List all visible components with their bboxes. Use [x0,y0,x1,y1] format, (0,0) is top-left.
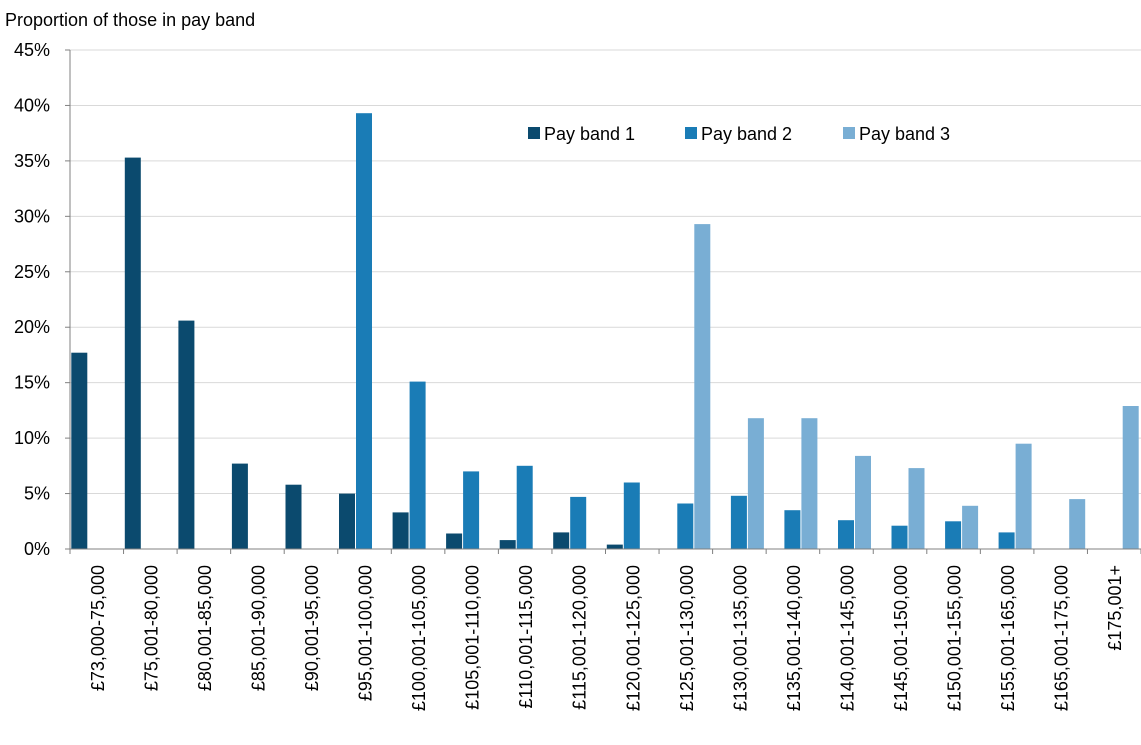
bar-pay-band-2 [516,465,533,549]
legend-label: Pay band 3 [859,124,950,144]
y-tick-label: 30% [14,206,50,226]
bar-pay-band-1 [553,532,570,549]
y-tick-label: 15% [14,373,50,393]
gridlines [70,49,1141,495]
x-tick-label: £130,001-135,000 [730,565,750,711]
bar-pay-band-1 [231,463,248,549]
bar-pay-band-2 [570,496,587,549]
bars [71,113,1139,549]
bar-pay-band-2 [998,532,1015,549]
y-axis-title: Proportion of those in pay band [5,10,255,30]
legend-swatch [843,127,855,139]
x-tick-label: £80,001-85,000 [195,565,215,691]
bar-pay-band-1 [124,157,141,549]
bar-pay-band-3 [855,455,871,549]
bar-pay-band-2 [677,503,694,549]
bar-pay-band-3 [1069,499,1086,549]
bar-pay-band-3 [694,224,711,549]
legend-label: Pay band 2 [701,124,792,144]
bar-pay-band-2 [463,471,480,549]
bar-pay-band-3 [908,468,925,549]
x-tick-label: £75,001-80,000 [141,565,161,691]
x-tick-label: £95,001-100,000 [356,565,376,701]
legend-swatch [528,127,540,139]
legend-label: Pay band 1 [544,124,635,144]
y-tick-label: 10% [14,428,50,448]
x-tick-label: £125,001-130,000 [677,565,697,711]
x-axis: £73,000-75,000 £75,001-80,000 £80,001-85,0… [69,548,1141,711]
x-tick-label: £155,001-165,000 [998,565,1018,711]
y-tick-label: 40% [14,95,50,115]
x-tick-label: £85,001-90,000 [248,565,268,691]
bar-pay-band-1 [606,544,623,549]
bar-pay-band-2 [838,520,854,549]
bar-pay-band-3 [801,418,818,549]
x-tick-label: £110,001-115,000 [516,565,536,708]
bar-pay-band-3 [1015,443,1032,549]
y-tick-label: 20% [14,317,50,337]
x-tick-label: £90,001-95,000 [302,565,322,691]
bar-pay-band-1 [178,320,195,549]
bar-pay-band-1 [71,352,88,549]
bar-pay-band-2 [409,381,426,549]
y-tick-label: 45% [14,40,50,60]
bar-pay-band-3 [1122,406,1139,549]
bar-pay-band-2 [623,482,640,549]
legend-swatch [685,127,697,139]
x-tick-label: £120,001-125,000 [623,565,643,711]
y-axis: 0% 5% 10% 15% 20% 25% 30% 35% 40% 45% [14,40,71,559]
y-tick-label: 0% [24,539,50,559]
x-tick-label: £150,001-155,000 [945,565,965,711]
bar-pay-band-2 [945,521,962,549]
bar-pay-band-1 [499,540,516,549]
bar-pay-band-2 [784,510,801,549]
bar-pay-band-1 [285,484,302,549]
y-tick-label: 5% [24,484,50,504]
x-tick-label: £73,000-75,000 [88,565,108,691]
bar-pay-band-2 [356,113,372,549]
x-tick-label: £145,001-150,000 [891,565,911,711]
y-tick-label: 25% [14,262,50,282]
y-tick-label: 35% [14,151,50,171]
x-tick-label: £165,001-175,000 [1052,565,1072,711]
bar-pay-band-2 [891,525,908,549]
x-tick-label: £100,001-105,000 [409,565,429,711]
legend: Pay band 1 Pay band 2 Pay band 3 [528,124,950,144]
x-tick-label: £140,001-145,000 [837,565,857,711]
x-tick-label: £135,001-140,000 [784,565,804,711]
x-tick-label: £115,001-120,000 [570,565,590,710]
bar-pay-band-1 [339,493,355,549]
bar-pay-band-1 [392,512,409,549]
x-tick-label: £105,001-110,000 [463,565,483,710]
x-tick-label: £175,001+ [1105,565,1125,651]
bar-pay-band-3 [962,505,979,549]
bar-pay-band-2 [730,495,747,549]
bar-pay-band-1 [446,533,463,549]
bar-pay-band-3 [747,418,764,549]
